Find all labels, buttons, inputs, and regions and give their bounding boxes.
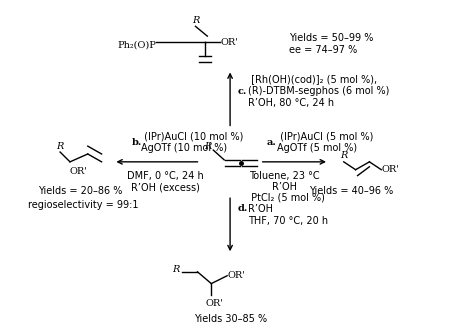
- Text: OR': OR': [227, 271, 245, 280]
- Text: R: R: [340, 152, 347, 160]
- Text: d.: d.: [238, 204, 248, 214]
- Text: (IPr)AuCl (10 mol %)
AgOTf (10 mol %): (IPr)AuCl (10 mol %) AgOTf (10 mol %): [141, 132, 244, 153]
- Text: Yields = 50–99 %: Yields = 50–99 %: [290, 33, 374, 43]
- Text: Ph₂(O)P: Ph₂(O)P: [117, 40, 156, 50]
- Text: R: R: [56, 142, 64, 151]
- Text: Yields 30–85 %: Yields 30–85 %: [193, 314, 267, 324]
- Text: Toluene, 23 °C
R’OH: Toluene, 23 °C R’OH: [249, 171, 320, 192]
- Text: (IPr)AuCl (5 mol %)
AgOTf (5 mol %): (IPr)AuCl (5 mol %) AgOTf (5 mol %): [276, 132, 373, 153]
- Text: c.: c.: [238, 87, 247, 96]
- Text: OR': OR': [220, 37, 238, 47]
- Text: a.: a.: [267, 138, 276, 147]
- Text: regioselectivity = 99:1: regioselectivity = 99:1: [28, 200, 139, 210]
- Text: Yields = 40–96 %: Yields = 40–96 %: [310, 186, 394, 196]
- Text: ee = 74–97 %: ee = 74–97 %: [290, 45, 357, 55]
- Text: b.: b.: [131, 138, 142, 147]
- Text: [Rh(OH)(cod)]₂ (5 mol %),
(R)-DTBM-segphos (6 mol %)
R’OH, 80 °C, 24 h: [Rh(OH)(cod)]₂ (5 mol %), (R)-DTBM-segph…: [248, 74, 389, 108]
- Text: PtCl₂ (5 mol %)
R’OH
THF, 70 °C, 20 h: PtCl₂ (5 mol %) R’OH THF, 70 °C, 20 h: [248, 193, 328, 226]
- Text: R: R: [172, 265, 180, 274]
- Text: DMF, 0 °C, 24 h
R’OH (excess): DMF, 0 °C, 24 h R’OH (excess): [128, 171, 204, 192]
- Text: OR': OR': [70, 167, 88, 176]
- Text: OR': OR': [205, 299, 223, 308]
- Text: R: R: [192, 16, 199, 25]
- Text: R: R: [205, 142, 212, 151]
- Text: Yields = 20–86 %: Yields = 20–86 %: [38, 186, 123, 196]
- Text: OR': OR': [381, 165, 399, 174]
